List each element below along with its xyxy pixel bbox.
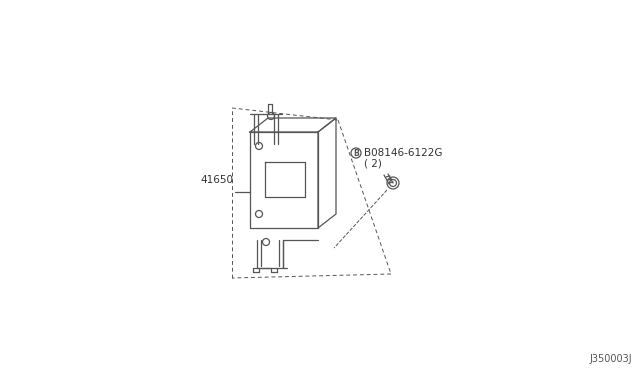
Text: ( 2): ( 2) bbox=[364, 159, 382, 169]
Text: B08146-6122G: B08146-6122G bbox=[364, 148, 442, 158]
Text: B: B bbox=[353, 148, 359, 157]
Text: 41650: 41650 bbox=[200, 175, 233, 185]
Text: J350003J: J350003J bbox=[589, 354, 632, 364]
